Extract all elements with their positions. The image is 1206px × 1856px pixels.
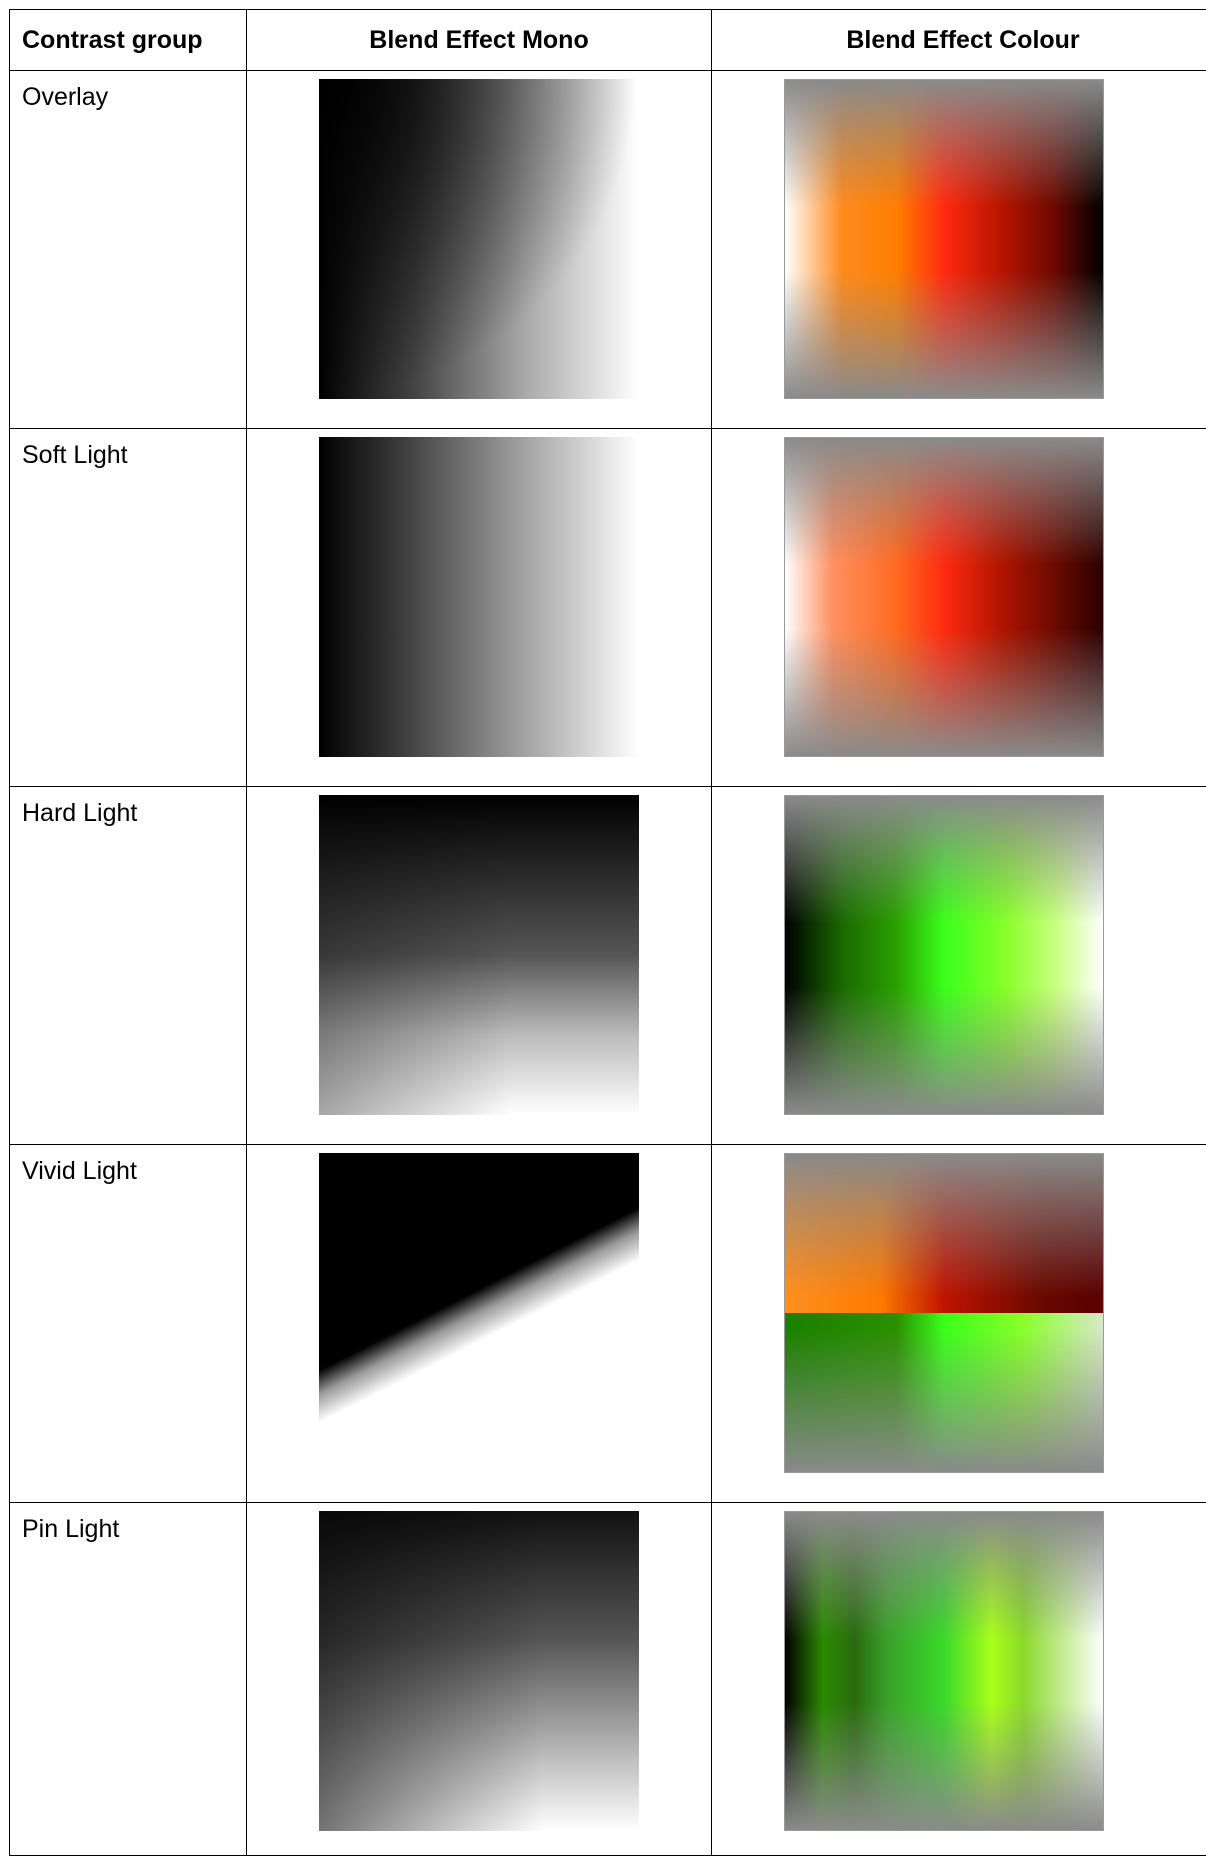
soft-light-colour-image xyxy=(784,437,1104,757)
table-row-vivid-light: Vivid Light xyxy=(10,1145,1206,1503)
contrast-group-label: Soft Light xyxy=(10,429,247,787)
colour-cell xyxy=(712,1145,1206,1503)
soft-light-mono-image xyxy=(319,437,639,757)
table-row-overlay: Overlay xyxy=(10,71,1206,429)
contrast-group-label: Hard Light xyxy=(10,787,247,1145)
colour-cell xyxy=(712,787,1206,1145)
table-header-row: Contrast group Blend Effect Mono Blend E… xyxy=(10,10,1206,71)
blend-effects-table: Contrast group Blend Effect Mono Blend E… xyxy=(9,9,1206,1856)
hard-light-colour-image xyxy=(784,795,1104,1115)
table-row-pin-light: Pin Light xyxy=(10,1503,1206,1856)
contrast-group-label: Overlay xyxy=(10,71,247,429)
pin-light-colour-image xyxy=(784,1511,1104,1831)
mono-cell xyxy=(247,429,712,787)
table-row-hard-light: Hard Light xyxy=(10,787,1206,1145)
mono-cell xyxy=(247,787,712,1145)
overlay-mono-image xyxy=(319,79,639,399)
overlay-colour-image xyxy=(784,79,1104,399)
mono-cell xyxy=(247,1145,712,1503)
colour-cell xyxy=(712,1503,1206,1856)
contrast-group-label: Pin Light xyxy=(10,1503,247,1856)
header-blend-effect-colour: Blend Effect Colour xyxy=(712,10,1206,71)
table-row-soft-light: Soft Light xyxy=(10,429,1206,787)
colour-cell xyxy=(712,429,1206,787)
hard-light-mono-image xyxy=(319,795,639,1115)
vivid-light-colour-image xyxy=(784,1153,1104,1473)
colour-cell xyxy=(712,71,1206,429)
contrast-group-label: Vivid Light xyxy=(10,1145,247,1503)
vivid-light-mono-image xyxy=(319,1153,639,1473)
mono-cell xyxy=(247,1503,712,1856)
header-blend-effect-mono: Blend Effect Mono xyxy=(247,10,712,71)
header-contrast-group: Contrast group xyxy=(10,10,247,71)
pin-light-mono-image xyxy=(319,1511,639,1831)
mono-cell xyxy=(247,71,712,429)
